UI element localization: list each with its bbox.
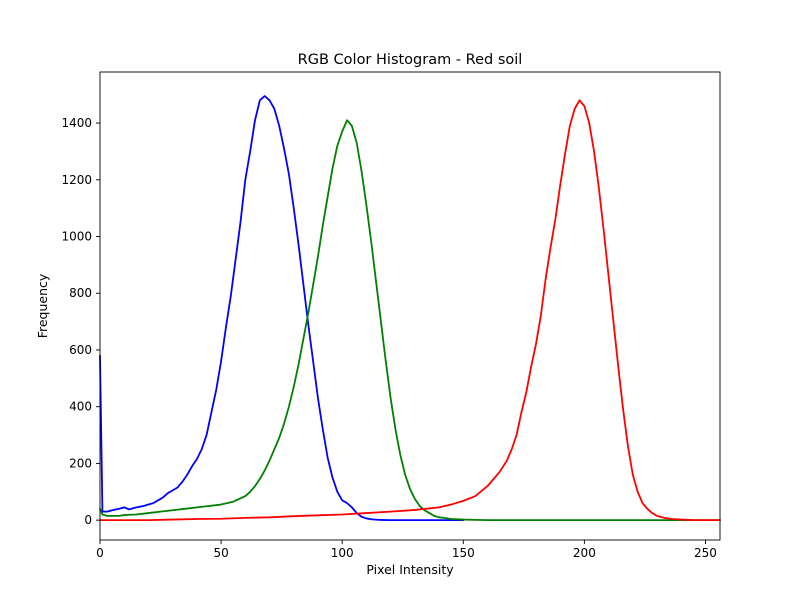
plot-frame xyxy=(99,71,721,541)
series-line-2 xyxy=(99,99,721,522)
y-tick-label: 200 xyxy=(69,456,92,470)
y-axis-label: Frequency xyxy=(35,273,50,338)
y-tick-label: 1000 xyxy=(61,230,92,244)
y-tick-label: 600 xyxy=(69,343,92,357)
y-tick-label: 0 xyxy=(84,513,92,527)
x-tick-label: 50 xyxy=(213,546,228,560)
y-tick-label: 1200 xyxy=(61,173,92,187)
x-tick-label: 0 xyxy=(96,546,104,560)
series-line-0 xyxy=(99,95,465,522)
x-tick-label: 250 xyxy=(694,546,717,560)
chart-title: RGB Color Histogram - Red soil xyxy=(298,52,523,68)
y-tick-label: 400 xyxy=(69,400,92,414)
x-tick-label: 150 xyxy=(452,546,475,560)
x-axis-ticks: 0 50 100 150 200 250 xyxy=(96,540,717,560)
series-line-1 xyxy=(99,119,721,522)
x-tick-label: 100 xyxy=(331,546,354,560)
y-tick-label: 1400 xyxy=(61,116,92,130)
y-axis-ticks: 0 200 400 600 800 1000 1200 1400 xyxy=(61,116,100,527)
y-tick-label: 800 xyxy=(69,286,92,300)
series-layer xyxy=(99,95,721,522)
x-tick-label: 200 xyxy=(573,546,596,560)
x-axis-label: Pixel Intensity xyxy=(366,562,454,577)
